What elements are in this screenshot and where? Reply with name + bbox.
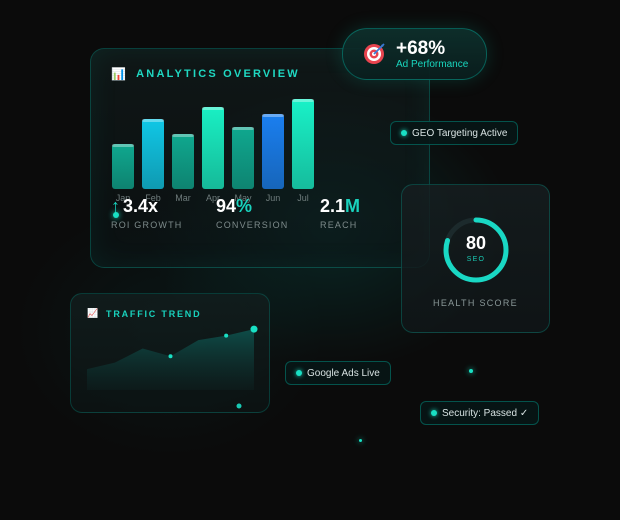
traffic-title: TRAFFIC TREND [106, 308, 202, 319]
ad-performance-value: +68% [396, 38, 446, 59]
health-score-title: HEALTH SCORE [433, 298, 518, 308]
traffic-area [87, 329, 254, 390]
stat-conversion: 94% CONVERSION [216, 196, 289, 230]
x-tick-label: Mar [175, 193, 191, 203]
stat-label: REACH [320, 220, 358, 230]
trend-point [250, 325, 258, 333]
health-score-sublabel: SEO [466, 256, 486, 263]
glow-particle [236, 403, 242, 409]
stat-reach: 2.1M REACH [320, 196, 360, 230]
stat-label: CONVERSION [216, 220, 289, 230]
geo-targeting-label: GEO Targeting Active [412, 127, 508, 139]
bar-chart-svg: Jan Feb Mar Apr May Jun Jul [112, 99, 314, 203]
traffic-card-header: 📈 TRAFFIC TREND [87, 308, 201, 319]
security-label: Security: Passed ✓ [442, 407, 529, 419]
stat-number: 2.1 [320, 196, 346, 216]
ad-performance-pill: +68% Ad Performance [342, 28, 487, 80]
bar-highlight [232, 127, 254, 130]
analytics-title: ANALYTICS OVERVIEW [136, 68, 300, 80]
stat-unit: % [236, 196, 253, 216]
bar-chart-icon: 📊 [111, 67, 129, 81]
analytics-card-header: 📊 ANALYTICS OVERVIEW [111, 67, 300, 81]
bar-jun [262, 114, 284, 189]
stat-number: 94 [216, 196, 237, 216]
stat-value: 2.1M [320, 196, 360, 217]
bar-highlight [142, 119, 164, 122]
bar-jan [112, 144, 134, 189]
stat-unit: M [345, 196, 361, 216]
bar-may [232, 127, 254, 189]
stat-roi-growth: ↑ 3.4x ROI GROWTH [111, 196, 183, 230]
stat-value: 94% [216, 196, 289, 217]
seo-gauge-ring [443, 217, 509, 283]
bar-highlight [112, 144, 134, 147]
traffic-trend-chart [87, 325, 258, 409]
health-score-value: 80 [465, 233, 487, 253]
trend-point [168, 354, 173, 359]
x-tick-label: May [234, 193, 252, 203]
up-arrow-icon: ↑ [111, 196, 120, 216]
bar-feb [142, 119, 164, 189]
glow-particle [359, 439, 362, 442]
trend-chart-icon: 📈 [87, 308, 101, 318]
bar-highlight [292, 99, 314, 102]
x-tick-label: Jan [116, 193, 131, 203]
status-dot-icon [296, 370, 302, 376]
status-dot-icon [401, 130, 407, 136]
health-score-card: 80 SEO HEALTH SCORE [401, 184, 550, 333]
stat-label: ROI GROWTH [111, 220, 183, 230]
target-icon [364, 43, 385, 64]
monthly-bar-chart: Jan Feb Mar Apr May Jun Jul [111, 79, 341, 204]
x-tick-label: Jun [266, 193, 281, 203]
traffic-trend-card: 📈 TRAFFIC TREND [70, 293, 270, 413]
geo-targeting-tag: GEO Targeting Active [390, 121, 519, 145]
bar-jul [292, 99, 314, 189]
gauge-progress-arc [443, 217, 509, 283]
stats-row: ↑ 3.4x ROI GROWTH 94% CONVERSION 2.1M REA… [111, 196, 411, 236]
bar-apr [202, 107, 224, 189]
stat-number: 3.4x [123, 196, 159, 216]
x-tick-label: Apr [206, 193, 220, 203]
security-tag: Security: Passed ✓ [420, 401, 540, 425]
x-tick-label: Feb [145, 193, 161, 203]
glow-particle [113, 212, 119, 218]
stat-value: ↑ 3.4x [111, 196, 183, 217]
status-dot-icon [431, 410, 437, 416]
glow-particle [469, 369, 473, 373]
ad-performance-label: Ad Performance [396, 59, 469, 70]
bar-mar [172, 134, 194, 189]
analytics-overview-card: 📊 ANALYTICS OVERVIEW Jan Feb Mar Apr May Jun J… [90, 48, 430, 268]
bar-highlight [262, 114, 284, 117]
bar-highlight [172, 134, 194, 137]
trend-point [224, 333, 229, 338]
bar-highlight [202, 107, 224, 110]
x-tick-label: Jul [297, 193, 309, 203]
google-ads-label: Google Ads Live [307, 367, 380, 379]
google-ads-tag: Google Ads Live [285, 361, 391, 385]
